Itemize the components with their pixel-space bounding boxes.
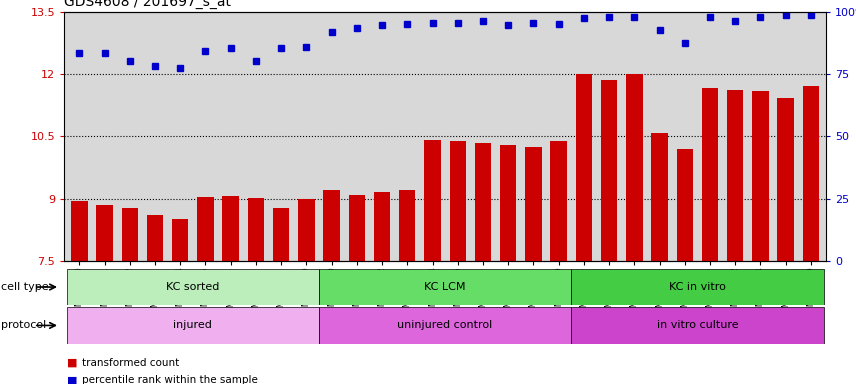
Bar bbox=[571, 269, 823, 305]
Text: ■: ■ bbox=[67, 358, 77, 368]
Bar bbox=[374, 192, 390, 261]
Bar bbox=[273, 208, 289, 261]
Bar bbox=[550, 141, 567, 261]
Bar bbox=[475, 142, 491, 261]
Text: KC LCM: KC LCM bbox=[425, 282, 466, 292]
Bar bbox=[172, 219, 188, 261]
Bar bbox=[348, 195, 365, 261]
Bar bbox=[298, 199, 314, 261]
Bar bbox=[97, 205, 113, 261]
Text: protocol: protocol bbox=[1, 320, 46, 331]
Text: transformed count: transformed count bbox=[82, 358, 180, 368]
Bar bbox=[803, 86, 819, 261]
Bar bbox=[500, 145, 516, 261]
Bar bbox=[247, 198, 265, 261]
Bar bbox=[319, 307, 571, 344]
Text: ■: ■ bbox=[67, 375, 77, 384]
Bar bbox=[399, 190, 415, 261]
Bar bbox=[727, 90, 743, 261]
Bar bbox=[324, 190, 340, 261]
Bar bbox=[67, 307, 319, 344]
Text: KC sorted: KC sorted bbox=[166, 282, 219, 292]
Bar bbox=[71, 201, 87, 261]
Bar bbox=[626, 74, 643, 261]
Text: in vitro culture: in vitro culture bbox=[657, 320, 738, 331]
Text: injured: injured bbox=[174, 320, 212, 331]
Bar bbox=[576, 74, 592, 261]
Text: GDS4608 / 201697_s_at: GDS4608 / 201697_s_at bbox=[64, 0, 231, 9]
Text: KC in vitro: KC in vitro bbox=[669, 282, 726, 292]
Bar bbox=[197, 197, 214, 261]
Bar bbox=[425, 140, 441, 261]
Bar bbox=[651, 133, 668, 261]
Bar bbox=[122, 208, 138, 261]
Bar bbox=[777, 98, 794, 261]
Bar bbox=[571, 307, 823, 344]
Text: cell type: cell type bbox=[1, 282, 49, 292]
Bar bbox=[223, 196, 239, 261]
Bar bbox=[676, 149, 693, 261]
Text: percentile rank within the sample: percentile rank within the sample bbox=[82, 375, 258, 384]
Bar bbox=[601, 80, 617, 261]
Bar bbox=[67, 269, 319, 305]
Bar bbox=[449, 141, 466, 261]
Bar bbox=[702, 88, 718, 261]
Text: uninjured control: uninjured control bbox=[397, 320, 493, 331]
Bar bbox=[752, 91, 769, 261]
Bar bbox=[319, 269, 571, 305]
Bar bbox=[526, 147, 542, 261]
Bar bbox=[147, 215, 163, 261]
